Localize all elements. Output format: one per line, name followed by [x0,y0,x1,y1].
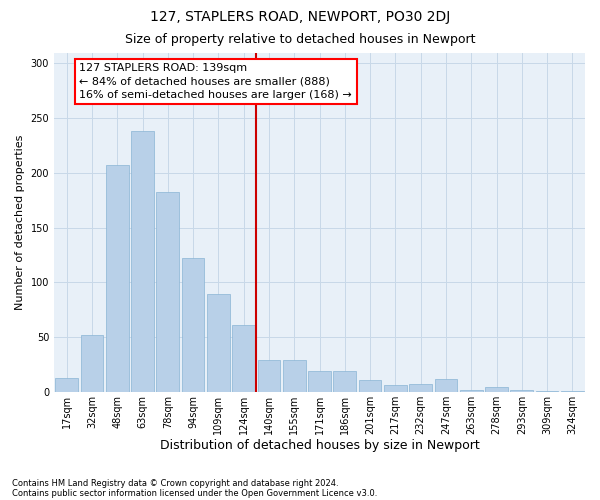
Text: Size of property relative to detached houses in Newport: Size of property relative to detached ho… [125,32,475,46]
Bar [511,390,533,392]
Bar [257,360,280,392]
Bar [232,325,255,392]
Y-axis label: Number of detached properties: Number of detached properties [15,134,25,310]
Text: 127, STAPLERS ROAD, NEWPORT, PO30 2DJ: 127, STAPLERS ROAD, NEWPORT, PO30 2DJ [150,10,450,24]
Bar [434,378,457,392]
Bar [106,165,128,392]
Bar [334,371,356,392]
Text: Contains HM Land Registry data © Crown copyright and database right 2024.: Contains HM Land Registry data © Crown c… [12,478,338,488]
Bar [460,390,482,392]
Bar [561,390,584,392]
Bar [80,335,103,392]
Bar [359,380,382,392]
Bar [55,378,78,392]
Bar [308,371,331,392]
Bar [131,132,154,392]
Bar [283,360,305,392]
Bar [409,384,432,392]
Bar [384,385,407,392]
Bar [207,294,230,392]
Bar [157,192,179,392]
X-axis label: Distribution of detached houses by size in Newport: Distribution of detached houses by size … [160,440,479,452]
Text: 127 STAPLERS ROAD: 139sqm
← 84% of detached houses are smaller (888)
16% of semi: 127 STAPLERS ROAD: 139sqm ← 84% of detac… [79,64,352,100]
Bar [536,390,559,392]
Bar [485,388,508,392]
Text: Contains public sector information licensed under the Open Government Licence v3: Contains public sector information licen… [12,488,377,498]
Bar [182,258,205,392]
